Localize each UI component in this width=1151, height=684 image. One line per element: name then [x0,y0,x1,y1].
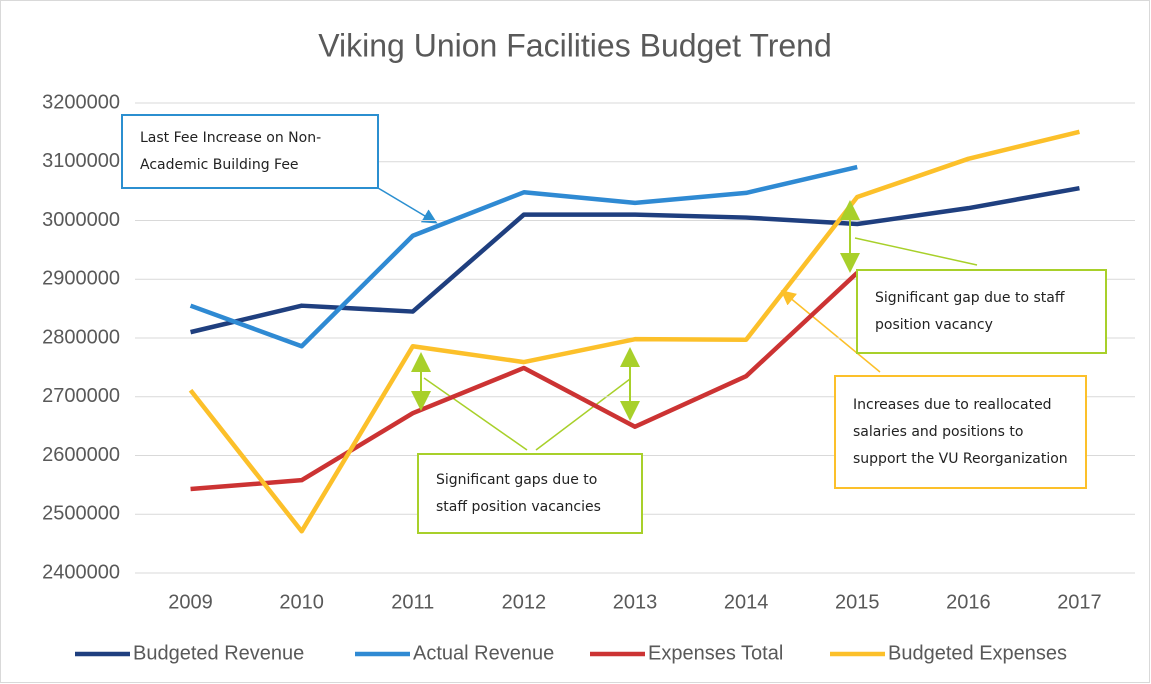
y-tick-label: 2900000 [42,268,120,290]
y-tick-label: 3200000 [42,91,120,113]
x-tick-label: 2013 [613,591,658,613]
x-tick-label: 2015 [835,591,880,613]
series-line [189,164,858,349]
y-tick-label: 3000000 [42,209,120,231]
y-tick-label: 2600000 [42,444,120,466]
legend-label: Expenses Total [648,642,783,664]
annotation-box [834,375,1087,489]
x-tick-label: 2012 [502,591,547,613]
annotation-line [854,237,978,266]
annotation-text: Increases due to reallocated [853,397,1052,413]
annotation-text: Significant gaps due to [436,472,597,488]
annotation-text: salaries and positions to [853,424,1023,440]
legend-label: Budgeted Revenue [133,642,304,664]
annotation-text: Academic Building Fee [140,157,299,173]
annotation-line [423,377,528,451]
annotation-box [121,114,379,189]
legend-label: Budgeted Expenses [888,642,1067,664]
series-line [190,271,859,492]
y-tick-label: 2500000 [42,503,120,525]
annotation-text: support the VU Reorganization [853,451,1068,467]
annotation-arrow [377,187,438,224]
annotation-text: Significant gap due to staff [875,290,1065,306]
x-tick-label: 2009 [168,591,213,613]
chart-title: Viking Union Facilities Budget Trend [318,27,831,63]
annotation-text: Last Fee Increase on Non- [140,130,321,146]
x-tick-label: 2014 [724,591,769,613]
y-tick-label: 2800000 [42,326,120,348]
annotation-box [417,453,643,534]
y-tick-label: 2700000 [42,385,120,407]
x-tick-label: 2016 [946,591,991,613]
annotation-text: staff position vacancies [436,499,601,515]
x-tick-label: 2011 [391,591,434,613]
x-tick-label: 2017 [1057,591,1102,613]
y-tick-label: 2400000 [42,561,120,583]
annotation-line [535,378,631,451]
y-tick-label: 3100000 [42,150,120,172]
series-line [188,129,1080,534]
annotation-text: position vacancy [875,317,993,333]
annotation-arrow [780,290,881,373]
x-tick-label: 2010 [279,591,324,613]
legend-label: Actual Revenue [413,642,554,664]
annotation-box [856,269,1107,354]
